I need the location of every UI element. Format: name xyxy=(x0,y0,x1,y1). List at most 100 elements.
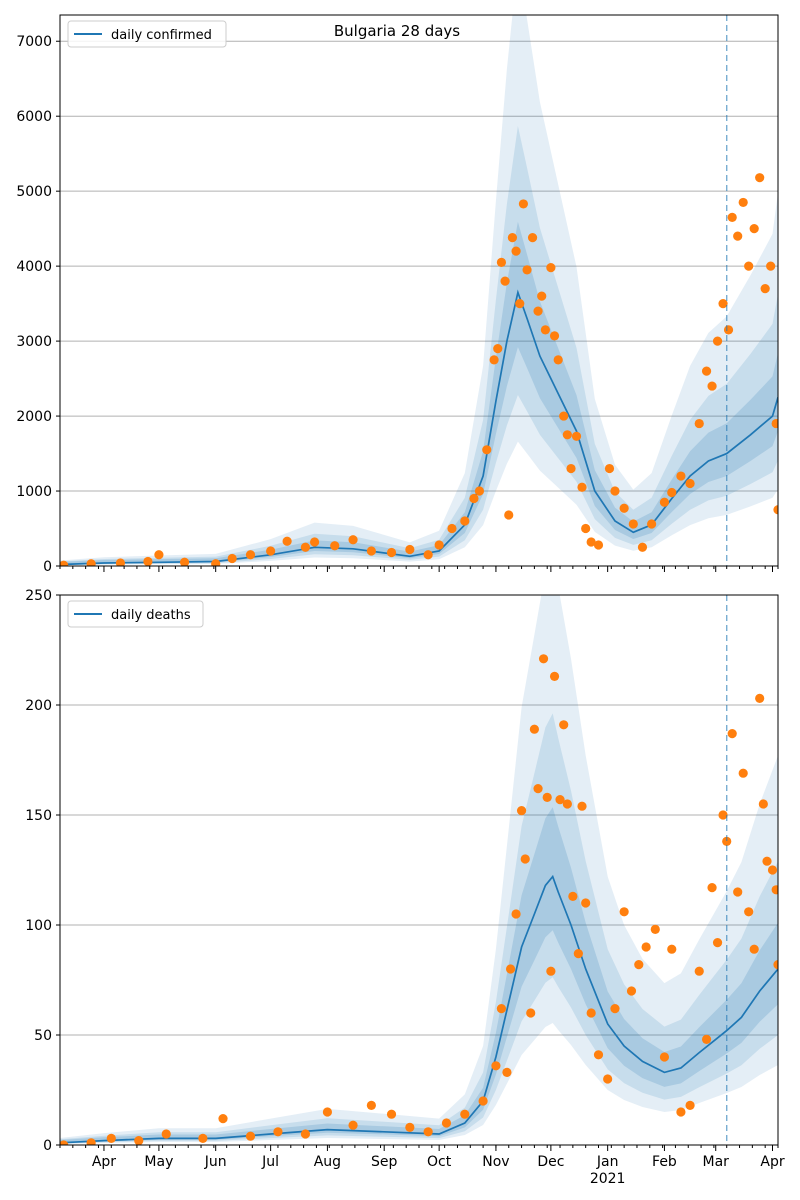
observed-point xyxy=(405,1122,415,1132)
observed-point xyxy=(469,493,479,504)
observed-point xyxy=(549,671,560,682)
observed-point xyxy=(577,801,587,811)
observed-point xyxy=(198,1133,208,1143)
observed-point xyxy=(504,510,514,520)
observed-point xyxy=(738,197,748,208)
observed-point xyxy=(106,1133,116,1143)
observed-point xyxy=(749,944,759,954)
y-tick-label: 2000 xyxy=(16,409,52,425)
observed-point xyxy=(562,430,572,440)
observed-point xyxy=(143,556,153,566)
y-tick-label: 4000 xyxy=(16,259,52,275)
observed-point xyxy=(227,553,237,564)
x-tick-label: May xyxy=(144,1154,173,1170)
y-tick-label: 100 xyxy=(25,918,52,934)
observed-point xyxy=(659,1052,670,1062)
observed-point xyxy=(366,1100,376,1110)
y-tick-label: 50 xyxy=(34,1028,52,1044)
y-tick-label: 150 xyxy=(25,808,52,824)
x-tick-label: Apr xyxy=(92,1154,116,1170)
x-tick-label: Feb xyxy=(652,1154,677,1170)
observed-point xyxy=(546,263,556,273)
observed-point xyxy=(134,1136,144,1145)
observed-point xyxy=(603,1074,613,1084)
observed-point xyxy=(707,883,717,893)
uncertainty-band xyxy=(60,126,778,566)
observed-point xyxy=(571,431,582,441)
observed-point xyxy=(676,471,686,481)
observed-point xyxy=(282,536,292,546)
observed-point xyxy=(496,1004,507,1014)
observed-point xyxy=(727,729,737,739)
observed-point xyxy=(610,486,620,496)
y-tick-label: 0 xyxy=(43,559,52,575)
observed-point xyxy=(738,768,748,778)
observed-point xyxy=(619,503,629,513)
observed-point xyxy=(722,836,732,847)
observed-point xyxy=(762,856,772,866)
observed-point xyxy=(555,795,565,805)
observed-point xyxy=(538,654,549,664)
observed-point xyxy=(434,540,444,550)
x-tick-label: Nov xyxy=(482,1154,509,1170)
observed-point xyxy=(515,299,525,309)
observed-point xyxy=(760,284,770,294)
observed-point xyxy=(771,418,778,429)
confirmed-panel: 0 1000 2000 3000 4000 5000 6000 7000 daily confi… xyxy=(16,14,779,575)
observed-point xyxy=(115,558,126,566)
observed-point xyxy=(348,1120,358,1130)
observed-point xyxy=(60,1140,69,1145)
observed-point xyxy=(604,463,615,474)
observed-point xyxy=(727,212,737,223)
observed-point xyxy=(493,343,503,354)
observed-point xyxy=(619,907,629,917)
observed-point xyxy=(542,792,552,803)
observed-point xyxy=(667,944,677,954)
x-tick-label: Jun xyxy=(204,1154,227,1170)
deaths-panel: 0 50 100 150 200 250 Apr May Jun Jul Aug Sep Oct Nov D… xyxy=(25,588,785,1187)
median-line xyxy=(60,874,778,1144)
observed-point xyxy=(309,537,320,547)
observed-point xyxy=(526,1008,536,1018)
observed-point xyxy=(366,546,376,556)
observed-point xyxy=(766,261,776,271)
observed-point xyxy=(586,537,596,547)
observed-point xyxy=(405,544,415,555)
legend-label: daily deaths xyxy=(111,608,191,623)
x-tick-label: Jan xyxy=(596,1154,619,1170)
observed-point xyxy=(773,505,778,515)
observed-point xyxy=(478,1096,488,1106)
observed-point xyxy=(767,865,778,875)
x-tick-label: Sep xyxy=(371,1154,398,1170)
observed-point xyxy=(733,887,743,897)
observed-point xyxy=(701,1034,712,1044)
observed-point xyxy=(161,1129,171,1139)
observed-point xyxy=(322,1107,333,1117)
observed-point xyxy=(758,799,768,809)
observed-point xyxy=(685,478,695,489)
observed-point xyxy=(773,960,778,970)
observed-point xyxy=(641,942,651,952)
y-tick-label: 7000 xyxy=(16,34,52,50)
observed-point xyxy=(593,1050,604,1060)
observed-point xyxy=(502,1067,512,1077)
y-tick-label: 250 xyxy=(25,588,52,604)
x-tick-label: Jul xyxy=(261,1154,279,1170)
y-tick-label: 5000 xyxy=(16,184,52,200)
observed-point xyxy=(533,306,543,316)
observed-point xyxy=(500,276,510,286)
observed-point xyxy=(86,559,96,566)
uncertainty-band xyxy=(60,221,778,565)
observed-point xyxy=(423,1127,433,1137)
observed-point xyxy=(559,411,569,421)
observed-point xyxy=(549,331,560,341)
observed-point xyxy=(637,542,648,552)
x-tick-label: Dec xyxy=(537,1154,564,1170)
observed-point xyxy=(300,1129,311,1139)
observed-point xyxy=(60,560,69,566)
observed-point xyxy=(245,1131,256,1141)
observed-point xyxy=(744,261,754,271)
observed-point xyxy=(744,907,754,917)
observed-point xyxy=(520,854,530,864)
observed-point xyxy=(566,463,576,474)
